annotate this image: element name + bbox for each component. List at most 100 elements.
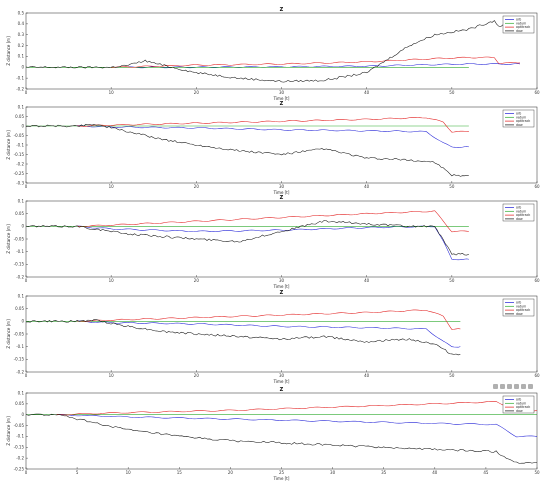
x-tick-label: 5 <box>76 470 79 475</box>
y-tick-label: 0.05 <box>15 306 24 311</box>
y-tick-label: 0.3 <box>18 32 25 37</box>
y-tick-label: 0.5 <box>18 10 25 15</box>
series-line-orb <box>77 320 461 348</box>
legend-label-daw: daw <box>516 217 523 221</box>
axes-toolbar-icon[interactable] <box>507 384 512 389</box>
chart-panel-1: Z Time [t] Z distance [m] 0 10 20 30 40 50 60 -0.2… <box>6 7 540 101</box>
y-tick-label: 0.4 <box>18 21 25 26</box>
legend-box <box>502 298 535 317</box>
y-tick-label: 0.1 <box>18 293 25 298</box>
series-line-orb <box>56 414 538 438</box>
axes-toolbar-icon[interactable] <box>514 384 519 389</box>
chart-panel-2: Z Time [t] Z distance [m] 0 10 20 30 40 50 60 -0.3… <box>6 101 540 195</box>
x-tick-label: 30 <box>330 470 336 475</box>
y-tick-label: 0 <box>21 123 24 128</box>
legend-box <box>502 203 535 222</box>
x-tick-label: 10 <box>109 278 115 283</box>
x-tick-label: 50 <box>449 373 455 378</box>
x-tick-label: 25 <box>279 470 285 475</box>
axes-toolbar-icon[interactable] <box>493 384 498 389</box>
legend-label-daw: daw <box>516 312 523 316</box>
x-tick-label: 0 <box>25 184 28 189</box>
plot-area <box>25 295 538 373</box>
x-tick-label: 15 <box>177 470 183 475</box>
series-line-orb <box>77 125 469 148</box>
y-tick-label: 0.1 <box>18 104 25 109</box>
y-tick-label: 0.05 <box>15 401 24 406</box>
x-tick-label: 50 <box>449 184 455 189</box>
x-tick-label: 40 <box>364 278 370 283</box>
y-tick-label: -0.15 <box>14 152 25 157</box>
y-tick-label: -0.1 <box>16 249 24 254</box>
x-tick-label: 50 <box>449 90 455 95</box>
legend-label-optitrack: optitrack <box>516 213 530 217</box>
series-line-daw <box>25 220 469 256</box>
y-tick-label: -0.05 <box>14 331 25 336</box>
chart-title: Z <box>280 290 284 296</box>
x-tick-label: 0 <box>25 90 28 95</box>
legend-box <box>502 395 535 414</box>
legend-box <box>502 15 535 34</box>
y-tick-label: 0 <box>21 319 24 324</box>
y-tick-label: -0.2 <box>16 455 24 460</box>
x-tick-label: 45 <box>483 470 489 475</box>
legend-label-orb: orb <box>516 112 521 116</box>
axes-toolbar-icon[interactable] <box>521 384 526 389</box>
y-tick-label: -0.1 <box>16 142 24 147</box>
series-line-daw <box>25 319 461 356</box>
y-tick-label: -0.3 <box>16 180 24 185</box>
x-tick-label: 10 <box>109 373 115 378</box>
x-tick-label: 0 <box>25 470 28 475</box>
y-tick-label: 0.05 <box>15 114 24 119</box>
legend-label-orb: orb <box>516 398 521 402</box>
legend-label-orb: orb <box>516 18 521 22</box>
x-tick-label: 30 <box>279 184 285 189</box>
plot-area <box>25 12 538 90</box>
series-line-orb <box>77 225 469 261</box>
y-tick-label: 0 <box>21 412 24 417</box>
x-tick-label: 40 <box>364 373 370 378</box>
y-tick-label: -0.15 <box>14 357 25 362</box>
x-tick-label: 20 <box>194 90 200 95</box>
legend-label-vatum: vatum <box>516 401 526 405</box>
y-tick-label: 0.1 <box>18 54 25 59</box>
x-tick-label: 50 <box>534 470 540 475</box>
x-tick-label: 60 <box>534 90 540 95</box>
series-line-optitrack <box>111 56 520 69</box>
chart-panel-4: Z Time [t] Z distance [m] 0 10 20 30 40 50 60 -0.2… <box>6 290 540 384</box>
y-tick-label: 0 <box>21 65 24 70</box>
x-tick-label: 30 <box>279 373 285 378</box>
plot-area <box>25 392 538 470</box>
y-tick-label: -0.1 <box>16 344 24 349</box>
y-tick-label: -0.1 <box>16 434 24 439</box>
x-tick-label: 30 <box>279 278 285 283</box>
chart-title: Z <box>280 195 284 201</box>
axes-toolbar-icon[interactable] <box>500 384 505 389</box>
legend-label-vatum: vatum <box>516 209 526 213</box>
x-tick-label: 60 <box>534 278 540 283</box>
series-line-optitrack <box>77 210 469 233</box>
y-axis-label: Z distance [m] <box>6 224 11 254</box>
x-axis-label: Time [t] <box>273 379 290 384</box>
legend-label-vatum: vatum <box>516 21 526 25</box>
y-tick-label: -0.2 <box>16 161 24 166</box>
series-line-daw <box>25 413 538 464</box>
y-tick-label: -0.05 <box>14 236 25 241</box>
y-tick-label: -0.25 <box>14 466 25 471</box>
legend-label-optitrack: optitrack <box>516 25 530 29</box>
y-tick-label: 0.05 <box>15 211 24 216</box>
chart-title: Z <box>280 387 284 393</box>
legend-label-orb: orb <box>516 301 521 305</box>
x-tick-label: 30 <box>279 90 285 95</box>
series-line-optitrack <box>77 309 461 330</box>
x-tick-label: 20 <box>228 470 234 475</box>
legend-label-daw: daw <box>516 29 523 33</box>
legend-label-optitrack: optitrack <box>516 308 530 312</box>
legend-label-vatum: vatum <box>516 115 526 119</box>
x-tick-label: 35 <box>381 470 387 475</box>
y-tick-label: -0.2 <box>16 86 24 91</box>
axes-toolbar-icon[interactable] <box>528 384 533 389</box>
x-tick-label: 10 <box>109 184 115 189</box>
x-tick-label: 40 <box>364 90 370 95</box>
y-tick-label: 0 <box>21 224 24 229</box>
